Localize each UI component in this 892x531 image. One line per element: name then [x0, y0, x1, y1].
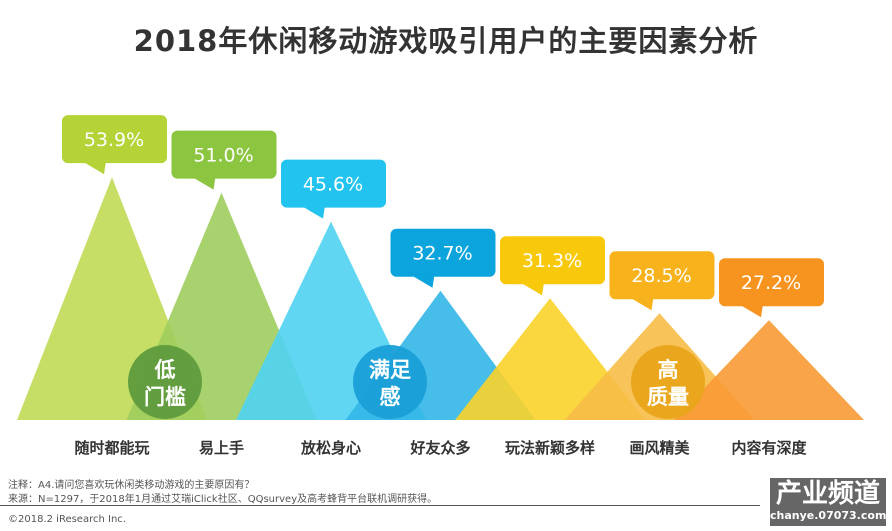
- group-label: 低: [154, 358, 176, 382]
- callout-box: [609, 251, 715, 300]
- callout-pointer: [191, 176, 216, 190]
- callout-box: [281, 159, 386, 208]
- group-badge: [631, 345, 705, 419]
- group-badge: [353, 345, 427, 419]
- callout-pointer: [82, 161, 106, 175]
- callout-pointer: [520, 282, 544, 296]
- callout-box: [719, 258, 824, 307]
- category-label: 随时都能玩: [74, 439, 149, 457]
- data-label: 28.5%: [631, 265, 691, 287]
- callout-box: [500, 236, 605, 285]
- category-label: 画风精美: [629, 439, 690, 457]
- source-text: 来源：N=1297，于2018年1月通过艾瑞iClick社区、QQsurvey及…: [8, 494, 438, 505]
- group-badge: [128, 345, 202, 419]
- watermark-sub: chanye.07073.com: [770, 509, 887, 522]
- triangle-bar: [674, 320, 864, 420]
- callout-pointer: [739, 304, 763, 318]
- callout-box: [62, 115, 167, 164]
- data-label: 51.0%: [193, 145, 253, 167]
- callout-pointer: [410, 274, 435, 288]
- callout-pointer: [301, 205, 325, 219]
- callout-pointer: [629, 297, 654, 311]
- category-label: 放松身心: [300, 439, 361, 457]
- category-label: 玩法新颖多样: [505, 439, 595, 457]
- note-text: 注释：A4.请问您喜欢玩休闲类移动游戏的主要原因有？: [8, 480, 255, 491]
- data-label: 53.9%: [84, 129, 144, 151]
- copyright: ©2018.2 iResearch Inc.: [8, 514, 126, 525]
- watermark-logo: 产业频道 chanye.07073.com: [770, 478, 886, 526]
- data-label: 32.7%: [412, 243, 472, 265]
- group-label: 高: [658, 358, 679, 382]
- data-label: 45.6%: [303, 174, 363, 196]
- data-label: 27.2%: [741, 272, 801, 294]
- group-label: 满足: [369, 358, 411, 382]
- data-label: 31.3%: [522, 250, 582, 272]
- callout-box: [390, 228, 496, 277]
- category-label: 好友众多: [409, 439, 470, 457]
- chart-title: 2018年休闲移动游戏吸引用户的主要因素分析: [133, 24, 759, 58]
- group-label: 质量: [647, 385, 689, 409]
- callout-box: [171, 130, 277, 179]
- group-label: 感: [380, 385, 401, 409]
- group-label: 门槛: [144, 385, 186, 409]
- watermark-text: 产业频道: [775, 479, 880, 509]
- category-label: 易上手: [199, 439, 244, 457]
- divider: [0, 505, 760, 506]
- plot-area: 低门槛 满足感 高质量 53.9% 随时都能玩 51.0% 易上手 45.6% 放松身心 32.7…: [17, 115, 864, 457]
- category-label: 内容有深度: [731, 439, 807, 457]
